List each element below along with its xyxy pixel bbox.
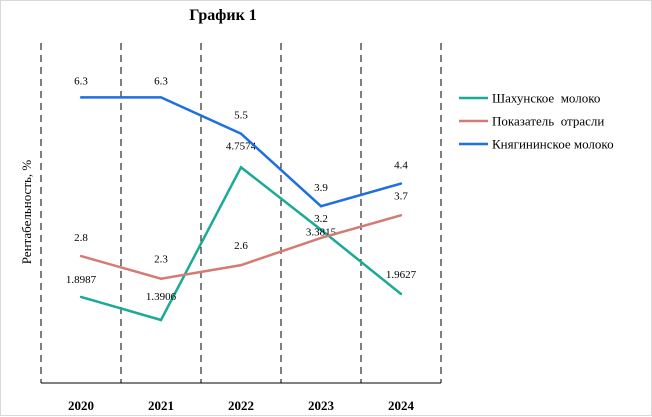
data-label: 5.5 (234, 110, 248, 122)
data-point (399, 214, 403, 217)
data-label: 1.3906 (146, 291, 177, 303)
data-point (239, 263, 243, 267)
legend: Шахунское молоко Показатель отрасли Княгин… (459, 91, 614, 152)
data-point (319, 205, 323, 208)
data-label: 2.3 (154, 254, 168, 266)
legend-label: Княгининское молоко (492, 137, 614, 152)
plot-area: 2020 2021 2022 2023 2024 1.8987 1.3906 4.7574 3.… (40, 43, 442, 413)
data-label: 1.9627 (386, 269, 417, 281)
data-point (399, 182, 403, 185)
chart-title: График 1 (189, 7, 257, 24)
series-group: 2.8 2.3 2.6 3.2 3.7 (74, 190, 408, 281)
data-point (159, 96, 163, 99)
data-point (399, 292, 403, 296)
data-point (159, 277, 163, 280)
data-point (319, 228, 323, 231)
data-point (239, 132, 243, 135)
data-label: 4.4 (394, 160, 408, 172)
x-tick-label: 2024 (388, 398, 415, 413)
data-label: 2.8 (74, 232, 88, 244)
data-label: 6.3 (154, 75, 168, 87)
legend-item: Показатель отрасли (459, 114, 604, 129)
data-point (79, 254, 83, 258)
x-tick-label: 2022 (228, 398, 254, 413)
legend-label: Шахунское молоко (492, 91, 600, 106)
data-point (79, 96, 83, 99)
legend-item: Шахунское молоко (459, 91, 600, 106)
x-tick-label: 2020 (68, 398, 94, 413)
data-point (319, 236, 323, 240)
data-label: 6.3 (74, 75, 88, 87)
x-tick-label: 2023 (308, 398, 335, 413)
data-point (79, 295, 83, 299)
series-group: 6.3 6.3 5.5 3.9 4.4 (74, 75, 408, 208)
data-point (239, 166, 243, 169)
data-label: 2.6 (234, 240, 248, 252)
data-label: 4.7574 (226, 140, 257, 152)
data-label: 3.7 (394, 190, 408, 202)
data-label: 3.9 (314, 182, 328, 194)
data-label: 3.2 (314, 213, 328, 225)
legend-label: Показатель отрасли (492, 114, 604, 129)
legend-item: Княгининское молоко (459, 137, 614, 152)
y-axis-label: Рентабельность, % (19, 160, 34, 265)
x-tick-label: 2021 (148, 398, 174, 413)
data-label: 1.8987 (66, 274, 97, 286)
data-point (159, 318, 163, 322)
